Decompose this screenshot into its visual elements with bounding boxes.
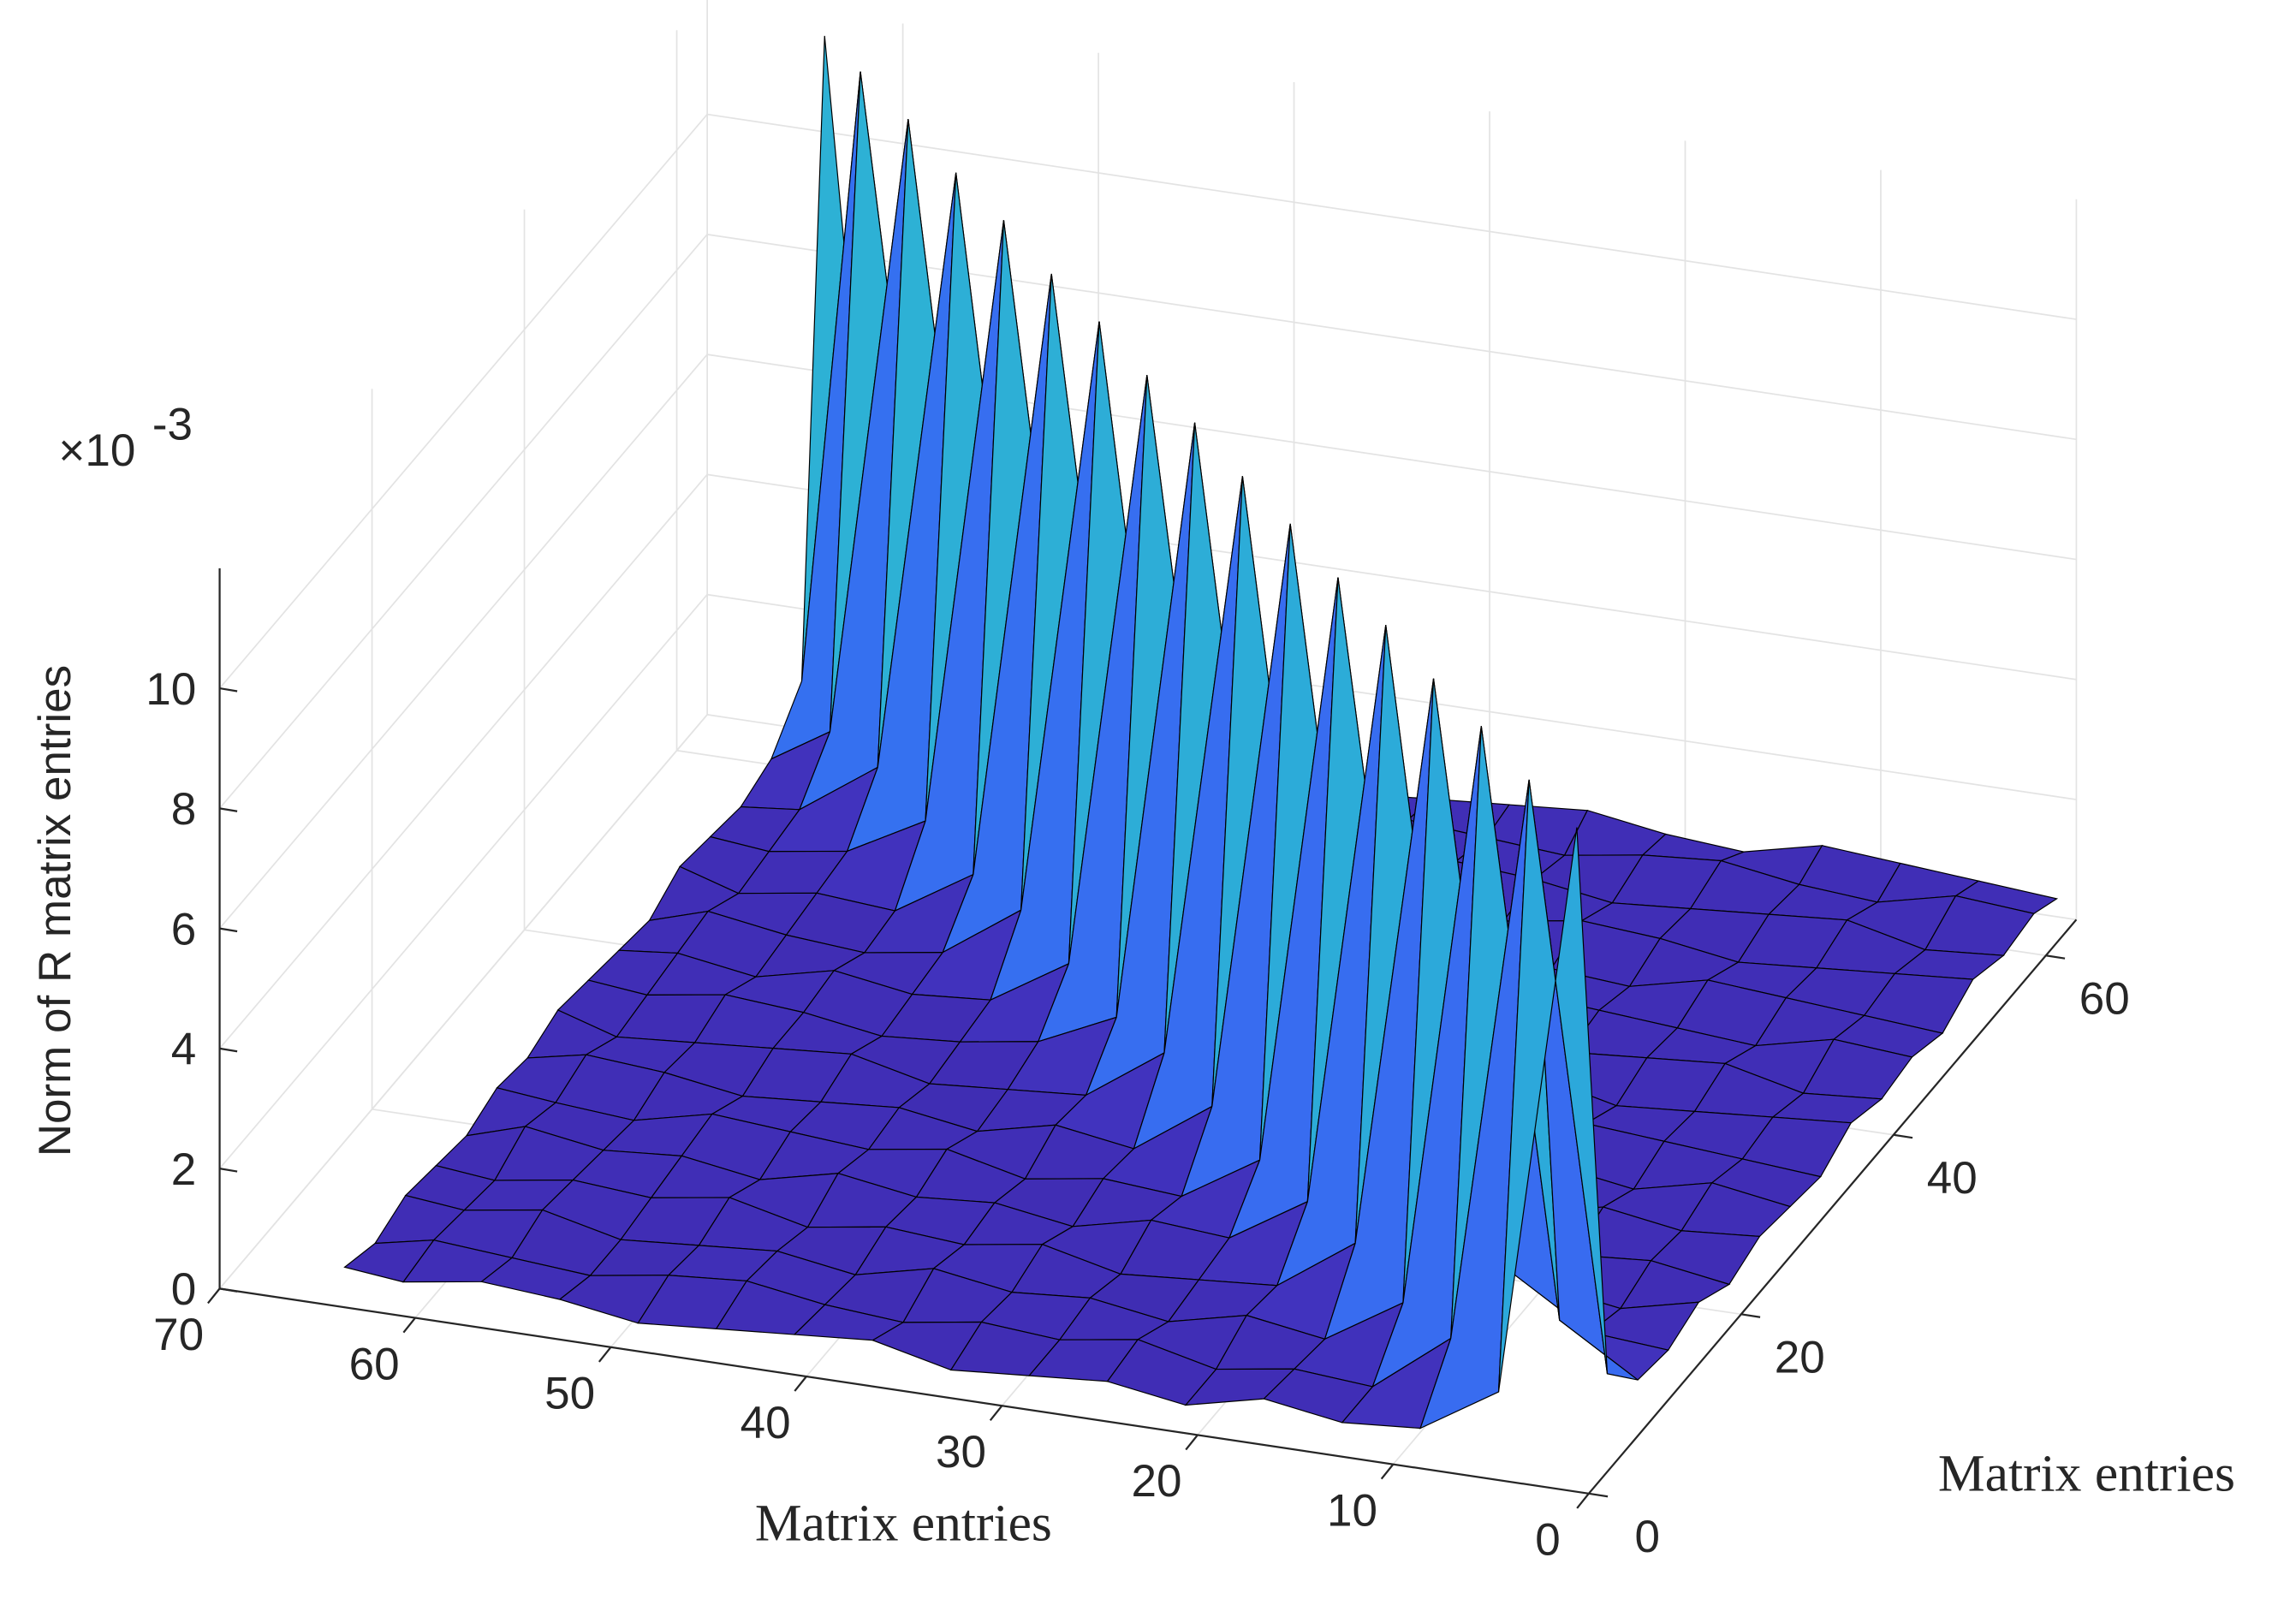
grid-line [218, 594, 708, 1169]
x-tick-label: 60 [349, 1339, 400, 1389]
z-tick-label: 4 [171, 1025, 197, 1075]
x-tick-label: 30 [936, 1427, 986, 1477]
y-axis-label: Matrix entries [1938, 1444, 2235, 1502]
x-axis-line [219, 1287, 1590, 1495]
z-tick-label: 10 [146, 664, 196, 715]
grid-line [707, 233, 2077, 441]
x-tick-label: 40 [741, 1398, 791, 1448]
z-tick [219, 1287, 238, 1293]
x-tick-label: 0 [1535, 1515, 1561, 1566]
y-tick-label: 20 [1775, 1333, 1825, 1383]
x-tick [207, 1287, 221, 1305]
grid-line [218, 473, 708, 1049]
grid-line [218, 714, 708, 1289]
y-tick [1740, 1313, 1761, 1318]
y-axis-line [1588, 918, 2078, 1495]
z-tick-label: 0 [171, 1264, 197, 1315]
x-axis-label: Matrix entries [755, 1495, 1052, 1553]
z-tick-label: 8 [171, 784, 197, 835]
surface-patch [1497, 779, 1609, 1393]
y-tick-label: 40 [1927, 1153, 1978, 1204]
z-axis-label: Norm of R matrix entries [30, 665, 80, 1156]
z-tick-label: 6 [171, 904, 197, 954]
z-tick-label: 2 [171, 1144, 197, 1195]
x-tick-label: 70 [153, 1310, 204, 1360]
y-tick [1588, 1492, 1609, 1498]
z-scale-exponent: -3 [152, 399, 193, 449]
z-tick [219, 1168, 238, 1173]
z-tick [219, 687, 238, 693]
z-tick [219, 1047, 238, 1053]
grid-line [218, 114, 708, 689]
surface [343, 35, 2059, 1430]
y-tick-label: 60 [2079, 974, 2130, 1025]
grid-line [218, 354, 708, 930]
x-tick-label: 10 [1327, 1485, 1377, 1536]
z-tick [219, 927, 238, 933]
y-tick [2045, 954, 2066, 960]
grid-line [707, 113, 2077, 320]
x-tick-label: 20 [1132, 1456, 1182, 1507]
x-tick [1380, 1463, 1395, 1480]
x-tick [402, 1317, 416, 1334]
z-scale-base: ×10 [58, 425, 135, 476]
x-tick-label: 50 [544, 1369, 595, 1419]
y-tick-label: 0 [1635, 1512, 1661, 1562]
y-tick [1893, 1133, 1913, 1139]
x-tick [598, 1346, 612, 1363]
x-tick [989, 1405, 1003, 1422]
x-tick [1185, 1434, 1199, 1451]
x-tick [1576, 1493, 1590, 1509]
grid-line [218, 234, 708, 809]
x-tick [794, 1376, 807, 1392]
z-tick [219, 807, 238, 812]
